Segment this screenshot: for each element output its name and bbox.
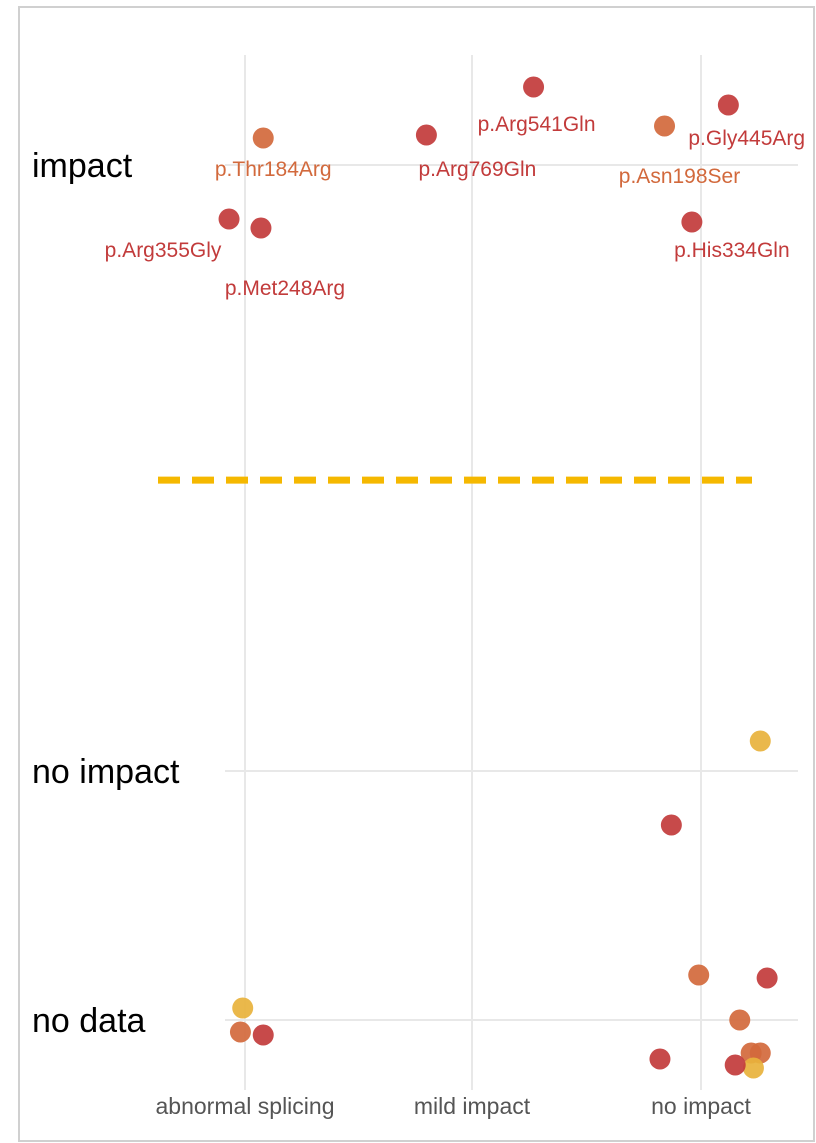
- data-point-unlabeled-10: [232, 997, 254, 1019]
- gridlines: [225, 55, 798, 1090]
- point-label-p-arg355gly: p.Arg355Gly: [105, 239, 222, 262]
- data-point-unlabeled-14: [756, 967, 778, 989]
- point-label-p-met248arg: p.Met248Arg: [225, 277, 345, 300]
- point-label-p-asn198ser: p.Asn198Ser: [619, 165, 740, 188]
- data-point-unlabeled-8: [749, 730, 771, 752]
- data-point-p-gly445arg: [717, 94, 739, 116]
- x-tick-abnormal-splicing: abnormal splicing: [156, 1093, 335, 1119]
- point-label-p-his334gln: p.His334Gln: [674, 239, 790, 262]
- data-point-p-thr184arg: [252, 127, 274, 149]
- data-point-p-his334gln: [681, 211, 703, 233]
- data-point-unlabeled-9: [660, 814, 682, 836]
- data-point-unlabeled-13: [688, 964, 710, 986]
- data-point-p-arg541gln: [523, 76, 545, 98]
- data-points: [218, 76, 778, 1079]
- data-point-unlabeled-11: [229, 1021, 251, 1043]
- data-point-unlabeled-20: [649, 1048, 671, 1070]
- data-point-unlabeled-19: [724, 1054, 746, 1076]
- point-label-p-arg769gln: p.Arg769Gln: [418, 158, 536, 181]
- y-tick-impact: impact: [32, 147, 133, 185]
- data-point-p-arg769gln: [415, 124, 437, 146]
- data-point-unlabeled-12: [252, 1024, 274, 1046]
- x-tick-no-impact: no impact: [651, 1093, 751, 1119]
- point-label-p-thr184arg: p.Thr184Arg: [215, 158, 332, 181]
- x-tick-labels: abnormal splicing mild impact no impact: [156, 1093, 752, 1119]
- data-point-p-arg355gly: [218, 208, 240, 230]
- data-point-unlabeled-18: [742, 1057, 764, 1079]
- data-point-p-met248arg: [250, 217, 272, 239]
- point-label-p-arg541gln: p.Arg541Gln: [478, 113, 596, 136]
- data-point-p-asn198ser: [654, 115, 676, 137]
- y-tick-labels: impact no impact no data: [32, 147, 180, 1040]
- chart-frame: [18, 6, 815, 1142]
- data-point-unlabeled-15: [729, 1009, 751, 1031]
- point-label-p-gly445arg: p.Gly445Arg: [688, 127, 805, 150]
- y-tick-no-impact: no impact: [32, 753, 180, 791]
- y-tick-no-data: no data: [32, 1002, 146, 1040]
- x-tick-mild-impact: mild impact: [414, 1093, 531, 1119]
